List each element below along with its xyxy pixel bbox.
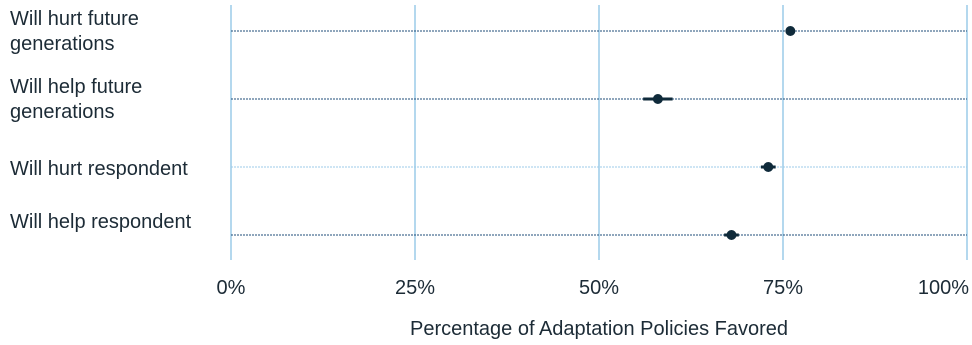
x-tick-label-2: 50%: [579, 277, 619, 299]
x-tick-label-1: 25%: [395, 277, 435, 299]
category-label-1: Will help future generations: [10, 76, 142, 123]
category-labels: Will hurt future generations Will help fut…: [10, 8, 192, 233]
data-point-0: [785, 26, 796, 36]
data-points: [643, 26, 796, 240]
data-point-2: [763, 162, 774, 172]
data-point-1: [652, 94, 663, 104]
x-grid: [230, 5, 968, 260]
category-label-2: Will hurt respondent: [10, 158, 188, 180]
category-label-0: Will hurt future generations: [10, 8, 139, 55]
data-point-3: [726, 230, 737, 240]
category-label-3: Will help respondent: [10, 211, 192, 233]
x-tick-label-0: 0%: [217, 277, 246, 299]
x-tick-label-3: 75%: [763, 277, 803, 299]
x-tick-label-4: 100%: [918, 277, 969, 299]
x-tick-labels: 0% 25% 50% 75% 100%: [217, 277, 970, 299]
category-rows: [231, 30, 967, 236]
x-axis-title: Percentage of Adaptation Policies Favore…: [410, 318, 788, 340]
